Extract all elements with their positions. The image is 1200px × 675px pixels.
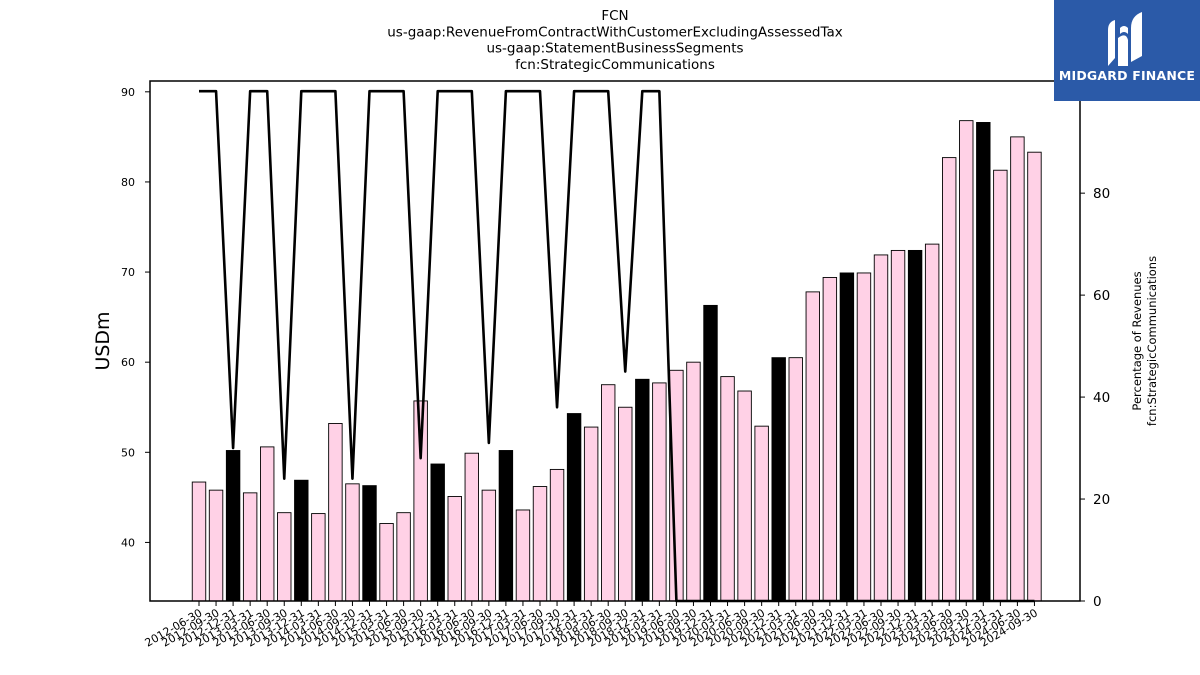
bar-2020-06-30 <box>737 390 752 602</box>
bar-2012-06-30 <box>191 481 207 602</box>
title-line: fcn:StrategicCommunications <box>515 57 715 73</box>
bar-2018-06-30 <box>601 384 616 602</box>
bar-2012-09-30 <box>208 489 224 602</box>
y-tick-label: 90 <box>121 86 135 99</box>
bar-2018-03-31 <box>583 426 599 602</box>
bar-2014-12-31 <box>362 485 377 602</box>
bar-2021-12-31 <box>839 272 855 602</box>
bar-2014-06-30 <box>328 423 343 602</box>
title-line: FCN <box>601 8 628 24</box>
bar-2022-03-31 <box>856 272 872 602</box>
bar-2016-06-30 <box>464 452 479 602</box>
midgard-logo-icon <box>1108 12 1142 66</box>
y-right-tick-label: 80 <box>1093 186 1110 202</box>
bar-2019-09-30 <box>686 361 701 602</box>
bar-2021-09-30 <box>822 277 838 602</box>
y-tick-label: 40 <box>121 536 135 549</box>
bar-2023-06-30 <box>942 157 957 602</box>
brand-logo: MIDGARD FINANCE <box>1054 0 1200 101</box>
bar-2019-03-31 <box>652 382 667 602</box>
bar-2023-12-31 <box>976 122 991 602</box>
bar-2013-09-30 <box>277 512 292 602</box>
bar-2016-12-31 <box>498 450 514 602</box>
bar-2012-12-31 <box>225 450 241 602</box>
bar-2018-12-31 <box>635 378 650 602</box>
bar-2022-12-31 <box>907 249 923 602</box>
bar-2024-09-30 <box>1027 151 1042 602</box>
bar-2017-12-31 <box>566 413 582 602</box>
bar-2013-03-31 <box>242 492 258 602</box>
bar-2015-12-31 <box>430 463 445 602</box>
bar-2020-09-30 <box>754 425 769 602</box>
y-tick-label: 60 <box>121 356 135 369</box>
y-right-tick-label: 20 <box>1093 492 1110 508</box>
bar-2024-03-31 <box>993 169 1008 602</box>
bar-2022-09-30 <box>890 249 906 602</box>
bar-2013-06-30 <box>260 446 275 602</box>
bar-2023-03-31 <box>924 243 940 602</box>
bar-2018-09-30 <box>618 406 633 602</box>
bar-2017-09-30 <box>549 468 565 602</box>
y-tick-label: 80 <box>121 176 135 189</box>
bar-2013-12-31 <box>294 479 309 602</box>
y-right-tick-label: 60 <box>1093 288 1110 304</box>
bar-2021-03-31 <box>788 357 803 602</box>
bar-2020-12-31 <box>771 357 786 602</box>
axes-layer: 405060708090020406080100USDmPercentage o… <box>92 80 1159 650</box>
y-right-tick-label: 0 <box>1093 594 1102 610</box>
bar-2014-03-31 <box>311 513 326 602</box>
y-right-axis-label: fcn:StrategicCommunications <box>1145 256 1159 426</box>
y-right-tick-label: 40 <box>1093 390 1110 406</box>
bar-2020-03-31 <box>720 376 735 602</box>
y-right-axis-label: Percentage of Revenues <box>1130 271 1144 410</box>
plot-frame <box>149 80 1081 602</box>
chart-title: FCNus-gaap:RevenueFromContractWithCustom… <box>387 8 843 73</box>
bar-2017-06-30 <box>532 486 548 602</box>
title-line: us-gaap:StatementBusinessSegments <box>486 41 743 57</box>
brand-name: MIDGARD FINANCE <box>1058 68 1196 83</box>
bar-2016-09-30 <box>481 489 497 602</box>
y-tick-label: 70 <box>121 266 135 279</box>
y-axis-label: USDm <box>92 311 114 370</box>
bar-2015-06-30 <box>396 512 411 602</box>
bar-2021-06-30 <box>805 291 820 602</box>
y-tick-label: 50 <box>121 446 135 459</box>
bar-2015-03-31 <box>379 523 394 602</box>
bar-2016-03-31 <box>447 496 462 602</box>
bars-layer <box>191 120 1042 602</box>
bar-2022-06-30 <box>873 254 889 602</box>
bar-2017-03-31 <box>515 509 531 602</box>
title-line: us-gaap:RevenueFromContractWithCustomerE… <box>387 24 843 40</box>
bar-2014-09-30 <box>345 483 360 602</box>
bar-2024-06-30 <box>1010 136 1025 602</box>
bar-2023-09-30 <box>959 120 974 602</box>
bar-2019-12-31 <box>703 304 718 602</box>
